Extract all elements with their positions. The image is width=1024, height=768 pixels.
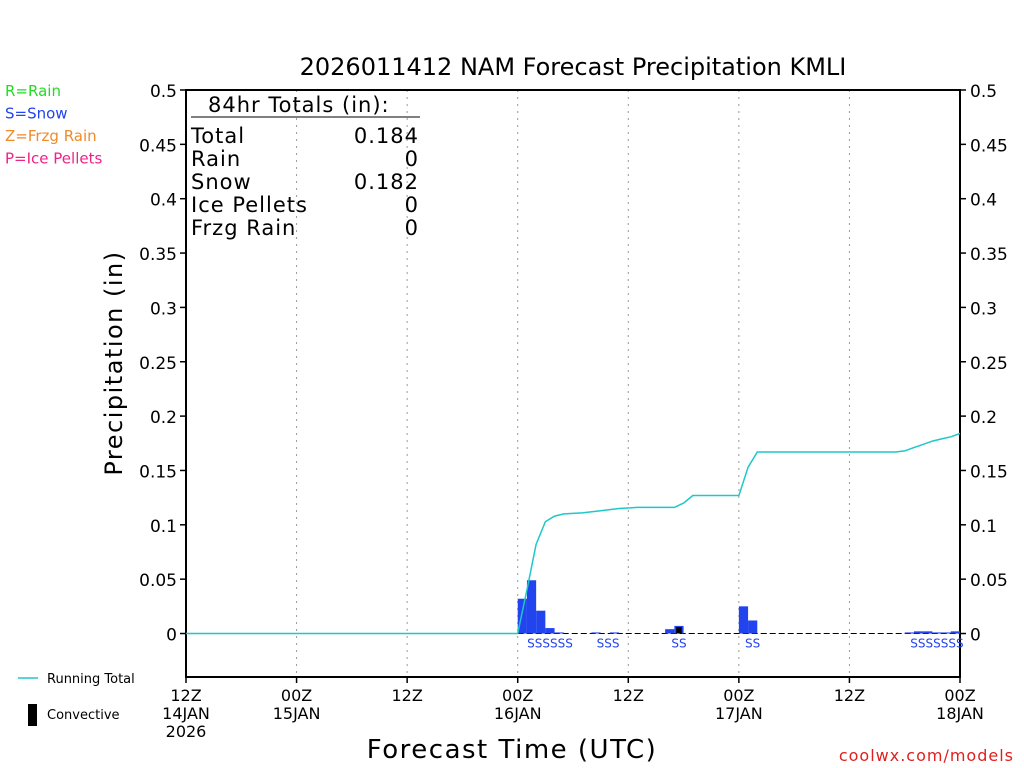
legend-item: Z=Frzg Rain <box>5 127 97 145</box>
x-tick-label: 12Z <box>613 686 644 705</box>
y-tick-label: 0.45 <box>139 136 177 156</box>
snow-bar <box>545 628 555 634</box>
legend-label: Running Total <box>47 672 135 687</box>
x-tick-label: 00Z <box>944 686 975 705</box>
watermark: coolwx.com/models <box>839 746 1014 765</box>
y-tick-label: 0.15 <box>139 462 177 482</box>
y-tick-label-right: 0.1 <box>970 517 997 537</box>
snow-bar <box>536 610 546 634</box>
chart-title: 2026011412 NAM Forecast Precipitation KM… <box>300 53 847 81</box>
x-tick-label: 17JAN <box>715 704 763 723</box>
totals-label: Ice Pellets <box>191 193 308 217</box>
totals-label: Snow <box>191 170 252 194</box>
y-tick-label: 0.4 <box>150 191 177 211</box>
left-y-axis: 0 0.05 0.1 0.15 0.2 0.25 0.3 0.35 0.4 0.45 0.5 <box>139 82 186 646</box>
precipitation-bars <box>517 580 960 634</box>
snow-bar <box>748 620 758 634</box>
ptype-label: SS <box>671 637 686 651</box>
y-tick-label: 0.25 <box>139 354 177 374</box>
y-tick-label: 0.5 <box>150 82 177 102</box>
precip-type-labels: SSSSSS SSS SS SS SSSSSSS <box>527 637 964 651</box>
convective-bar <box>676 626 682 634</box>
y-tick-label: 0.05 <box>139 571 177 591</box>
totals-value: 0.182 <box>354 170 419 194</box>
ptype-label: SSS <box>597 637 620 651</box>
y-tick-label: 0.3 <box>150 299 177 319</box>
y-tick-label-right: 0 <box>970 626 981 646</box>
snow-bar <box>913 631 924 634</box>
totals-box: 84hr Totals (in): Total 0.184 Rain 0 Snow 0.1… <box>190 93 420 240</box>
x-tick-label: 2026 <box>166 722 207 741</box>
y-tick-label-right: 0.2 <box>970 408 997 428</box>
legend-item: R=Rain <box>5 82 61 100</box>
snow-bar <box>923 631 933 634</box>
y-tick-label-right: 0.4 <box>970 191 997 211</box>
totals-value: 0 <box>405 147 419 171</box>
x-tick-label: 14JAN <box>162 704 210 723</box>
totals-label: Frzg Rain <box>191 216 296 240</box>
totals-rows: Total 0.184 Rain 0 Snow 0.182 Ice Pellets 0 Frzg… <box>190 124 419 240</box>
snow-bar <box>554 632 564 634</box>
y-tick-label-right: 0.3 <box>970 299 997 319</box>
plot-area <box>185 89 961 678</box>
legend-item: S=Snow <box>5 105 68 123</box>
running-total-line <box>186 432 961 635</box>
x-tick-label: 15JAN <box>273 704 321 723</box>
x-tick-label: 12Z <box>170 686 201 705</box>
x-axis-label: Forecast Time (UTC) <box>367 735 658 765</box>
y-tick-label-right: 0.05 <box>970 571 1008 591</box>
y-axis-label: Precipitation (in) <box>100 250 128 475</box>
snow-bar <box>950 631 960 634</box>
precip-type-legend: R=Rain S=Snow Z=Frzg Rain P=Ice Pellets <box>5 82 102 168</box>
x-tick-label: 16JAN <box>494 704 542 723</box>
ptype-label: SS <box>745 637 760 651</box>
ptype-label: SSSSSSS <box>910 637 963 651</box>
snow-bar <box>609 632 620 634</box>
y-tick-label-right: 0.5 <box>970 82 997 102</box>
x-tick-label: 12Z <box>834 686 865 705</box>
x-tick-label: 00Z <box>281 686 312 705</box>
snow-bar <box>904 632 914 634</box>
snow-bar <box>526 580 537 634</box>
x-tick-label: 18JAN <box>936 704 984 723</box>
totals-value: 0 <box>405 193 419 217</box>
y-tick-label: 0.1 <box>150 517 177 537</box>
y-tick-label-right: 0.15 <box>970 462 1008 482</box>
y-tick-label: 0 <box>166 626 177 646</box>
legend-label: Convective <box>47 708 120 723</box>
snow-bar <box>941 632 951 634</box>
legend-item: P=Ice Pellets <box>5 150 102 168</box>
x-tick-label: 00Z <box>502 686 533 705</box>
snow-bar <box>665 629 675 634</box>
x-tick-label: 12Z <box>391 686 422 705</box>
ptype-label: SSSSSS <box>527 637 573 651</box>
right-y-axis: 0 0.05 0.1 0.15 0.2 0.25 0.3 0.35 0.4 0.45 0.5 <box>960 82 1008 646</box>
totals-value: 0 <box>405 216 419 240</box>
snow-bar <box>932 632 942 634</box>
y-tick-label: 0.2 <box>150 408 177 428</box>
snow-bar <box>738 606 749 634</box>
series-legend: Running Total Convective <box>18 672 135 726</box>
x-tick-label: 00Z <box>723 686 754 705</box>
totals-heading: 84hr Totals (in): <box>208 93 390 117</box>
convective-swatch <box>28 704 37 726</box>
snow-bar <box>591 632 601 634</box>
y-tick-label-right: 0.25 <box>970 354 1008 374</box>
y-tick-label: 0.35 <box>139 245 177 265</box>
totals-label: Total <box>190 124 245 148</box>
y-tick-label-right: 0.45 <box>970 136 1008 156</box>
totals-value: 0.184 <box>354 124 419 148</box>
snow-bar <box>517 598 527 634</box>
y-tick-label-right: 0.35 <box>970 245 1008 265</box>
totals-label: Rain <box>191 147 241 171</box>
